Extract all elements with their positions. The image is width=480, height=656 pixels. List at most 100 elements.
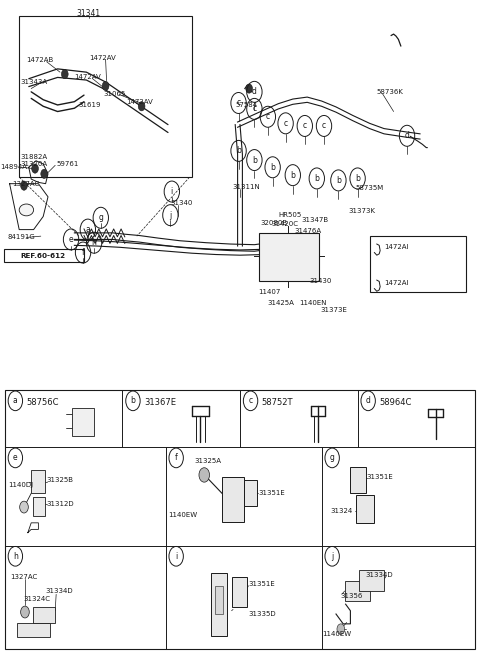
Text: h: h: [92, 238, 96, 247]
Text: j: j: [169, 211, 171, 220]
Text: 31420C: 31420C: [271, 221, 298, 228]
Bar: [72, 408, 94, 436]
Text: 31619: 31619: [78, 102, 101, 108]
Text: 31065: 31065: [103, 91, 126, 97]
Circle shape: [32, 164, 38, 173]
Text: 31351E: 31351E: [258, 490, 285, 497]
Text: 31311N: 31311N: [233, 184, 261, 190]
Bar: [244, 480, 257, 506]
Text: 31373E: 31373E: [321, 306, 348, 313]
Text: 58964C: 58964C: [379, 398, 411, 407]
Text: d: d: [405, 131, 409, 140]
Bar: [370, 236, 466, 292]
Text: b: b: [355, 174, 360, 183]
Text: g: g: [98, 213, 103, 222]
Text: a: a: [85, 225, 90, 234]
Text: c: c: [322, 121, 326, 131]
Text: 58736K: 58736K: [376, 89, 403, 95]
Text: 58735M: 58735M: [355, 185, 384, 192]
Text: 31312D: 31312D: [47, 501, 74, 508]
Text: 1472AI: 1472AI: [384, 280, 408, 287]
Text: 31325A: 31325A: [194, 458, 221, 464]
Text: 1472AV: 1472AV: [126, 99, 153, 106]
Text: HR505: HR505: [278, 212, 301, 218]
Text: 31367E: 31367E: [144, 398, 176, 407]
Circle shape: [20, 501, 28, 513]
Text: 58752T: 58752T: [262, 398, 293, 407]
Text: 31343A: 31343A: [21, 79, 48, 85]
Bar: [33, 607, 55, 623]
Bar: [19, 16, 192, 177]
Bar: [33, 497, 45, 516]
Text: 1140EN: 1140EN: [300, 300, 327, 306]
Bar: [350, 467, 366, 493]
Text: 31341: 31341: [77, 9, 101, 18]
Text: 31334D: 31334D: [366, 571, 394, 578]
Text: g: g: [330, 453, 335, 462]
Text: 31324C: 31324C: [23, 596, 50, 602]
Text: c: c: [266, 112, 270, 121]
Circle shape: [21, 181, 27, 190]
Text: j: j: [331, 552, 333, 561]
Text: i: i: [171, 187, 173, 196]
Text: e: e: [69, 235, 73, 244]
Text: 31325B: 31325B: [47, 477, 73, 483]
Text: 1140DJ: 1140DJ: [9, 482, 34, 488]
Text: c: c: [303, 121, 307, 131]
Text: c: c: [249, 396, 252, 405]
Text: 14894A: 14894A: [0, 164, 27, 171]
Text: a: a: [13, 396, 18, 405]
Text: d: d: [366, 396, 371, 405]
Text: 31476A: 31476A: [295, 228, 322, 234]
Text: 31340: 31340: [170, 200, 193, 207]
Text: b: b: [131, 396, 135, 405]
Text: 31351E: 31351E: [367, 474, 394, 480]
Text: c: c: [252, 104, 256, 113]
Text: 31334D: 31334D: [46, 588, 73, 594]
Bar: [4, 249, 84, 262]
Bar: [359, 570, 384, 591]
Text: c: c: [284, 119, 288, 128]
Text: c: c: [237, 98, 240, 108]
Text: d: d: [252, 87, 257, 96]
Text: 58756C: 58756C: [26, 398, 59, 407]
Text: 31351E: 31351E: [249, 581, 275, 588]
Text: b: b: [252, 155, 257, 165]
Bar: [356, 495, 374, 523]
Bar: [259, 233, 319, 281]
Text: 1472AB: 1472AB: [26, 56, 54, 63]
Text: 31425A: 31425A: [268, 300, 295, 306]
Text: 31324: 31324: [330, 508, 352, 514]
Circle shape: [41, 169, 48, 178]
Bar: [211, 573, 227, 636]
Text: 57584: 57584: [235, 102, 257, 108]
Text: b: b: [314, 174, 319, 183]
Text: 1140EW: 1140EW: [168, 512, 197, 518]
Text: f: f: [175, 453, 178, 462]
Bar: [5, 390, 475, 649]
Text: 1472AV: 1472AV: [89, 54, 116, 61]
Circle shape: [337, 624, 345, 634]
Circle shape: [61, 70, 68, 79]
Bar: [345, 581, 370, 601]
Text: REF.60-612: REF.60-612: [21, 253, 66, 259]
Text: 31347B: 31347B: [301, 216, 329, 223]
Text: 31320A: 31320A: [20, 161, 48, 167]
Circle shape: [199, 468, 209, 482]
Bar: [31, 470, 45, 493]
Text: 1472AI: 1472AI: [384, 244, 408, 251]
Circle shape: [102, 81, 109, 91]
Text: 32080B: 32080B: [261, 220, 288, 226]
Circle shape: [246, 84, 252, 93]
Text: 11407: 11407: [258, 289, 281, 295]
Text: e: e: [13, 453, 18, 462]
Text: 31430: 31430: [310, 277, 332, 284]
Text: f: f: [82, 248, 84, 257]
Text: 84191G: 84191G: [7, 234, 35, 241]
Text: 59761: 59761: [57, 161, 79, 167]
Text: 31882A: 31882A: [20, 154, 48, 161]
Text: 1327AC: 1327AC: [11, 573, 38, 580]
Text: 31356: 31356: [341, 593, 363, 600]
Text: 1472AV: 1472AV: [74, 73, 101, 80]
Ellipse shape: [19, 204, 34, 216]
